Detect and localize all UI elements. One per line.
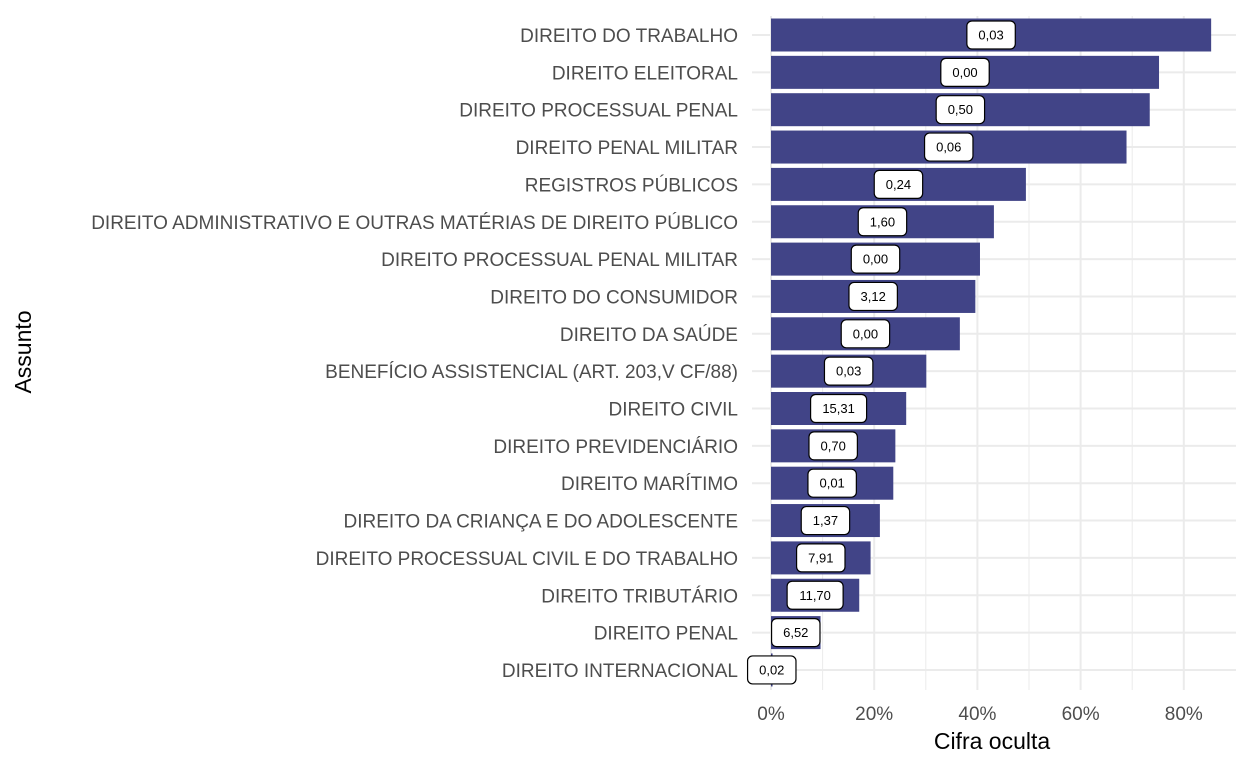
category-label: DIREITO DO CONSUMIDOR — [490, 287, 738, 308]
data-label: 0,70 — [808, 431, 858, 461]
x-tick-label: 40% — [958, 704, 996, 725]
category-label: DIREITO PROCESSUAL PENAL — [459, 101, 738, 122]
x-tick-label: 20% — [855, 704, 893, 725]
data-label: 15,31 — [809, 393, 868, 424]
data-label-text: 0,50 — [948, 102, 973, 117]
data-label-box — [746, 655, 797, 685]
data-label: 0,50 — [935, 95, 986, 125]
category-label: DIREITO TRIBUTÁRIO — [541, 586, 738, 607]
data-label-text: 0,02 — [759, 662, 784, 677]
category-label: DIREITO ELEITORAL — [552, 63, 738, 84]
category-label: DIREITO MARÍTIMO — [561, 474, 738, 495]
data-label-text: 11,70 — [799, 588, 831, 603]
data-label-box — [940, 57, 990, 87]
x-tick-label: 60% — [1062, 704, 1100, 725]
data-label: 1,37 — [800, 505, 851, 536]
data-label: 0,00 — [840, 319, 891, 349]
data-label-text: 3,12 — [861, 289, 886, 304]
y-axis-title: Assunto — [10, 310, 36, 393]
category-label: DIREITO DA SAÚDE — [560, 324, 738, 346]
data-label-box — [795, 543, 846, 573]
data-label: 11,70 — [786, 580, 844, 610]
category-label: REGISTROS PÚBLICOS — [525, 174, 738, 196]
data-label: 0,01 — [807, 468, 857, 498]
data-label-box — [809, 393, 868, 424]
data-label: 0,03 — [823, 356, 874, 386]
data-label-text: 0,01 — [819, 476, 844, 491]
data-label-box — [823, 356, 874, 386]
data-label: 6,52 — [770, 617, 821, 648]
data-label: 0,24 — [873, 169, 924, 199]
data-label: 0,00 — [940, 57, 990, 87]
data-label-box — [966, 20, 1016, 50]
data-label-text: 0,03 — [978, 28, 1003, 43]
x-tick-label: 80% — [1165, 704, 1203, 725]
category-label: DIREITO INTERNACIONAL — [502, 661, 738, 682]
data-label-box — [770, 617, 821, 648]
data-label-text: 6,52 — [783, 625, 808, 640]
data-label: 0,03 — [966, 20, 1016, 50]
data-label-text: 1,37 — [813, 513, 838, 528]
data-label-box — [935, 95, 986, 125]
data-label-text: 0,03 — [836, 364, 861, 379]
data-label-box — [840, 319, 891, 349]
data-label-box — [857, 207, 908, 237]
data-label-box — [850, 244, 901, 274]
data-label: 0,06 — [923, 132, 974, 162]
data-label-text: 0,00 — [863, 252, 888, 267]
data-label-box — [807, 468, 857, 498]
category-label: DIREITO PROCESSUAL PENAL MILITAR — [381, 250, 738, 271]
data-label: 1,60 — [857, 207, 908, 237]
category-label: DIREITO PROCESSUAL CIVIL E DO TRABALHO — [316, 549, 738, 570]
category-label: DIREITO PENAL MILITAR — [516, 138, 738, 159]
x-tick-label: 0% — [757, 704, 785, 725]
category-label: DIREITO PENAL — [594, 624, 738, 645]
data-label-text: 0,06 — [936, 140, 961, 155]
data-label-text: 7,91 — [808, 550, 833, 565]
x-tick-labels: 0% 20% 40% 60% 80% — [757, 704, 1203, 725]
category-label: BENEFÍCIO ASSISTENCIAL (ART. 203,V CF/88… — [325, 362, 738, 383]
category-label: DIREITO ADMINISTRATIVO E OUTRAS MATÉRIAS… — [91, 212, 738, 234]
category-label: DIREITO DO TRABALHO — [520, 26, 738, 47]
data-label-box — [800, 505, 851, 536]
data-label-text: 0,00 — [853, 326, 878, 341]
data-label: 7,91 — [795, 543, 846, 573]
data-label: 3,12 — [848, 281, 898, 312]
data-label: 0,02 — [746, 655, 797, 685]
data-label-text: 15,31 — [822, 401, 855, 416]
data-label-box — [808, 431, 858, 461]
data-label-text: 0,00 — [952, 65, 977, 80]
data-label-text: 0,24 — [886, 177, 911, 192]
category-label: DIREITO DA CRIANÇA E DO ADOLESCENTE — [343, 512, 738, 533]
data-label-box — [786, 580, 844, 610]
data-labels: 0,03 0,00 0,50 0,06 0,24 1,60 0,00 3,12 0,00 0,03… — [746, 20, 1016, 685]
data-label: 0,00 — [850, 244, 901, 274]
category-labels: DIREITO DO TRABALHO DIREITO ELEITORAL DIRE… — [91, 26, 738, 682]
data-label-box — [873, 169, 924, 199]
data-label-box — [923, 132, 974, 162]
category-label: DIREITO PREVIDENCIÁRIO — [493, 437, 738, 458]
data-label-box — [848, 281, 898, 312]
x-axis-title: Cifra oculta — [934, 728, 1051, 754]
category-label: DIREITO CIVIL — [608, 400, 738, 421]
data-label-text: 0,70 — [821, 438, 846, 453]
data-label-text: 1,60 — [870, 214, 895, 229]
